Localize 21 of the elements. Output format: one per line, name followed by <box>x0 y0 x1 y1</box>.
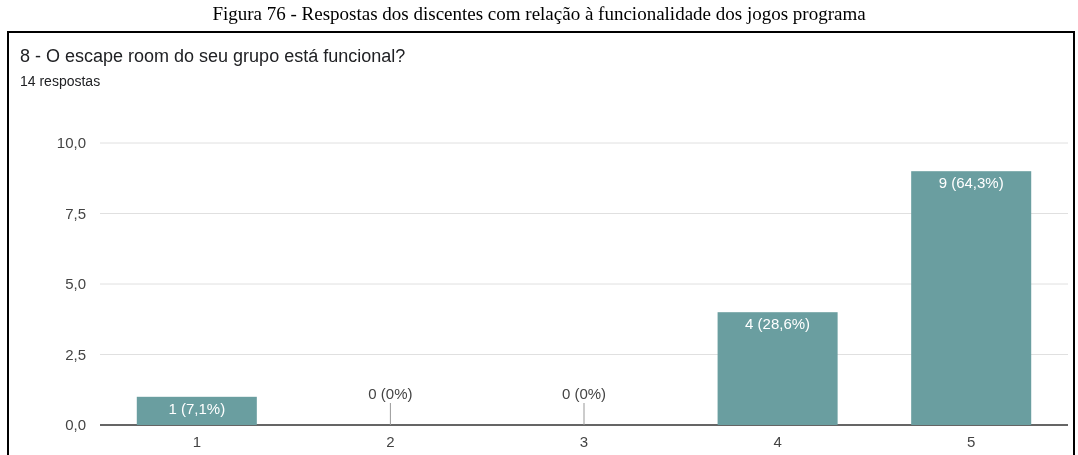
data-label: 9 (64,3%) <box>938 174 1004 192</box>
y-tick-label: 5,0 <box>65 275 86 292</box>
y-tick-label: 2,5 <box>65 345 86 363</box>
y-tick-label: 7,5 <box>65 204 86 222</box>
data-label: 1 (7,1%) <box>168 399 226 417</box>
x-tick-label: 3 <box>579 433 589 450</box>
chart-title: 8 - O escape room do seu grupo está funcional? <box>20 46 406 66</box>
bar <box>136 396 257 425</box>
text: Figura 76 - Respostas dos discentes com relação à funcionalidade dos jogos programa <box>212 3 867 24</box>
data-label: 0 (0%) <box>368 385 413 402</box>
y-tick-label: 0,0 <box>65 416 86 433</box>
data-label: 4 (28,6%) <box>745 315 811 333</box>
chart-subtitle: 14 respostas <box>20 73 101 89</box>
bar <box>717 312 838 425</box>
y-tick-label: 10,0 <box>56 134 86 151</box>
x-tick-label: 1 <box>192 433 201 450</box>
bar <box>911 171 1032 425</box>
x-tick-label: 4 <box>773 433 782 450</box>
data-label: 0 (0%) <box>561 385 607 402</box>
x-tick-label: 2 <box>386 433 395 450</box>
x-tick-label: 5 <box>967 433 976 450</box>
